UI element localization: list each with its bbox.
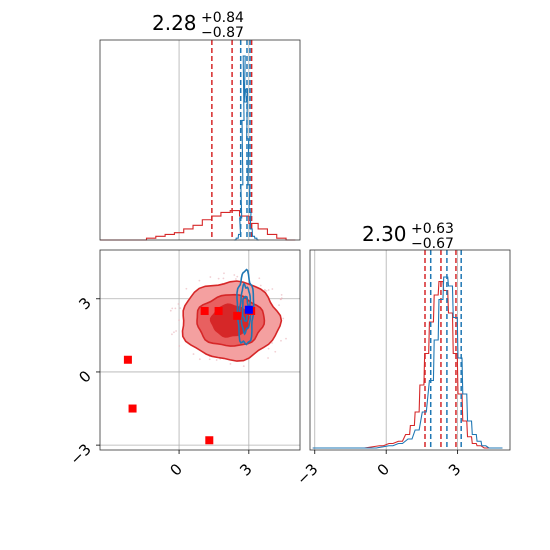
twod-sample-point (236, 275, 239, 278)
twod-sample-point (223, 272, 225, 275)
bottom-left-frame (99, 249, 301, 451)
twod-sample-point (171, 333, 173, 336)
twod-red-marker-5 (233, 311, 242, 320)
twod-sample-point (171, 307, 174, 310)
twod-sample-point (259, 284, 262, 287)
twod-xtick-label-1: 3 (236, 460, 255, 479)
twod-ytick-label-2: 3 (75, 294, 94, 313)
twod-sample-point (278, 304, 280, 307)
twod-sample-point (179, 307, 182, 310)
top-red-histogram (100, 210, 296, 241)
br-xtick-label-2: 3 (445, 460, 464, 479)
twod-red-marker-4 (214, 306, 223, 315)
bottom-right-histogram-panel: −3 0 3 2.30 +0.63 −0.67 (293, 221, 511, 488)
top-blue-histogram (233, 55, 260, 241)
br-xtick-label-1: 0 (374, 460, 393, 479)
twod-sample-point (258, 277, 261, 280)
twod-sample-point (169, 309, 172, 312)
top-title-value: 2.28 (152, 11, 197, 35)
twod-sample-point (267, 347, 270, 350)
twod-sample-point (222, 277, 225, 280)
twod-sample-point (271, 288, 274, 290)
twod-sample-point (173, 331, 175, 334)
twod-sample-point (215, 359, 218, 361)
twod-xtick-label-0: 0 (166, 460, 185, 479)
twod-sample-point (280, 339, 282, 342)
twod-blue-contour-2 (241, 295, 249, 323)
twod-blue-contour-0 (236, 268, 255, 346)
twod-sample-point (280, 293, 283, 296)
twod-ytick-label-0: −3 (66, 440, 94, 468)
twod-blue-marker-0 (244, 305, 253, 314)
twod-sample-point (175, 330, 177, 332)
twod-sample-point (264, 289, 266, 292)
twod-sample-point (285, 337, 287, 340)
twod-red-marker-3 (200, 306, 209, 315)
twod-ytick-label-1: 0 (75, 367, 94, 386)
br-histogram-1 (312, 276, 503, 449)
top-left-frame (99, 39, 301, 241)
bottom-left-2d-panel: 0 3 −3 0 3 (66, 249, 301, 480)
twod-sample-point (282, 317, 285, 320)
twod-sample-point (209, 276, 212, 278)
twod-sample-point (192, 353, 195, 355)
twod-red-marker-1 (128, 404, 137, 413)
twod-sample-point (267, 289, 270, 291)
br-xtick-label-0: −3 (293, 460, 321, 488)
bottom-right-frame (309, 249, 511, 451)
twod-sample-point (274, 350, 277, 353)
twod-sample-point (198, 358, 201, 361)
br-title-plus: +0.63 (411, 221, 454, 237)
twod-sample-point (178, 319, 180, 322)
twod-sample-point (265, 289, 268, 292)
twod-sample-point (271, 342, 273, 344)
twod-sample-point (208, 358, 211, 361)
twod-blue-contour-1 (238, 282, 252, 336)
twod-red-marker-0 (123, 355, 132, 364)
twod-sample-point (217, 277, 220, 280)
top-title-minus: −0.87 (201, 25, 244, 41)
twod-sample-point (198, 279, 201, 282)
twod-red-marker-2 (205, 436, 214, 445)
twod-sample-point (178, 345, 181, 347)
twod-sample-point (174, 307, 177, 310)
br-title-minus: −0.67 (411, 236, 454, 252)
br-title-value: 2.30 (362, 222, 407, 246)
twod-sample-point (267, 357, 269, 359)
br-histogram-0 (312, 280, 503, 449)
top-title-plus: +0.84 (201, 10, 244, 26)
twod-sample-point (234, 278, 237, 280)
twod-sample-point (233, 274, 236, 276)
top-left-histogram-panel: 2.28 +0.84 −0.87 (99, 10, 301, 241)
twod-sample-point (229, 362, 232, 365)
twod-sample-point (242, 365, 245, 368)
twod-sample-point (177, 303, 180, 305)
twod-sample-point (185, 287, 188, 290)
twod-sample-point (280, 298, 282, 301)
